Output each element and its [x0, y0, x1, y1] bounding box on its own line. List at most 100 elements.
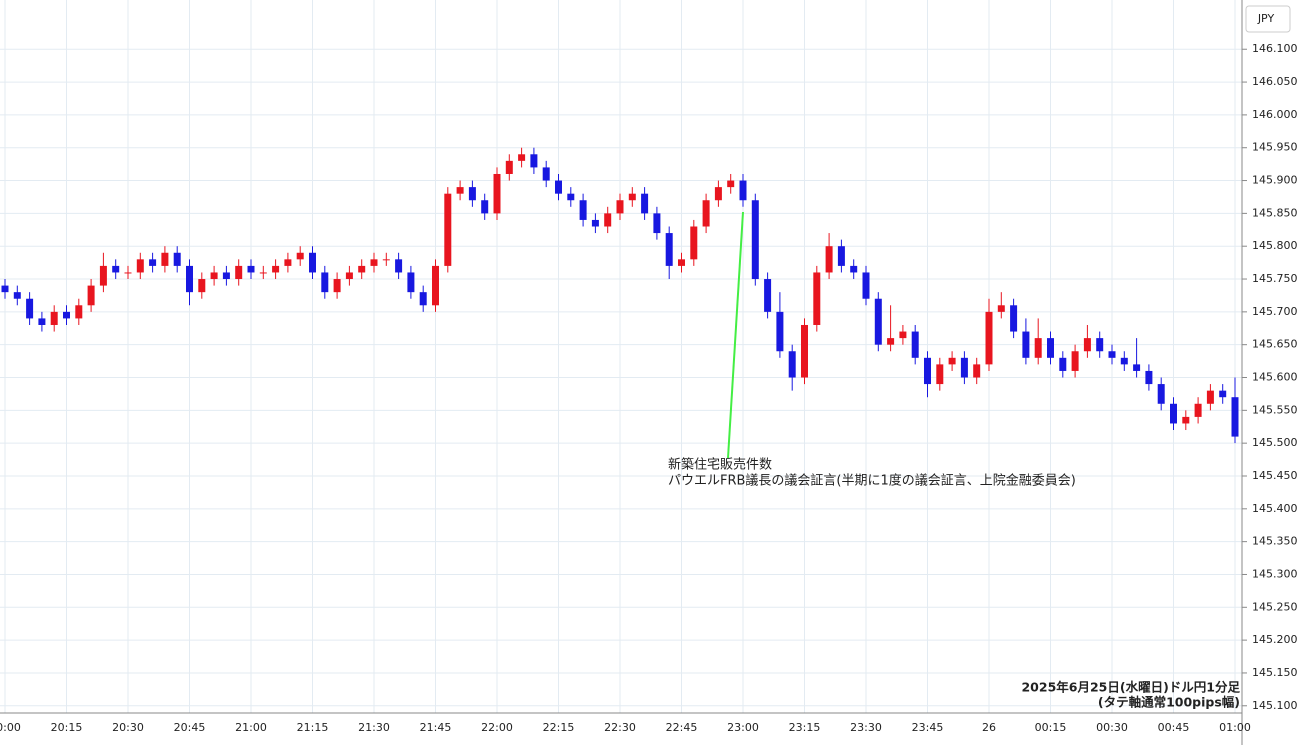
- candle-body: [124, 272, 132, 274]
- y-tick-label: 145.150: [1252, 666, 1298, 679]
- candle-body: [530, 154, 538, 168]
- candle-body: [1182, 416, 1190, 424]
- candle-body: [591, 219, 599, 227]
- x-tick-label: 23:30: [850, 721, 882, 734]
- y-tick-label: 145.250: [1252, 600, 1298, 613]
- annotation-line: [727, 211, 744, 459]
- x-tick-label: 00:15: [1035, 721, 1067, 734]
- y-tick-label: 145.550: [1252, 403, 1298, 416]
- candle-body: [1170, 403, 1177, 424]
- candle-body: [1, 285, 9, 293]
- candle-body: [960, 357, 968, 378]
- candle-body: [862, 272, 870, 299]
- x-tick-label: 20:30: [112, 721, 144, 734]
- x-tick-label: 21:15: [297, 721, 329, 734]
- candle-body: [1120, 357, 1128, 365]
- y-tick-label: 145.350: [1252, 535, 1298, 548]
- candle-body: [628, 193, 636, 201]
- candle-body: [198, 279, 206, 293]
- candle-body: [1133, 364, 1141, 371]
- y-tick-label: 145.700: [1252, 305, 1298, 318]
- candle-body: [1231, 397, 1239, 437]
- candle-body: [247, 265, 255, 273]
- y-tick-label: 145.400: [1252, 502, 1298, 515]
- candle-body: [210, 272, 218, 280]
- x-tick-label: 23:15: [789, 721, 821, 734]
- x-tick-label: 00:30: [1096, 721, 1128, 734]
- candle-body: [456, 187, 464, 194]
- y-tick-label: 145.950: [1252, 141, 1298, 154]
- candle-body: [333, 279, 341, 293]
- x-tick-label: 20:00: [0, 721, 21, 734]
- y-tick-label: 145.850: [1252, 206, 1298, 219]
- y-tick-label: 145.100: [1252, 699, 1298, 712]
- candle-body: [948, 357, 956, 365]
- x-tick-label: 22:15: [543, 721, 575, 734]
- candle-body: [1194, 403, 1202, 417]
- candle-body: [727, 180, 735, 188]
- grid: [0, 0, 1242, 713]
- candle-body: [149, 259, 157, 266]
- y-tick-label: 146.050: [1252, 75, 1298, 88]
- candle-body: [1010, 305, 1018, 332]
- candle-body: [432, 265, 439, 306]
- x-tick-label: 21:30: [358, 721, 390, 734]
- candle-body: [714, 187, 722, 201]
- y-tick-label: 145.450: [1252, 469, 1298, 482]
- candle-body: [899, 331, 907, 339]
- candle-body: [1083, 338, 1091, 352]
- x-tick-label: 22:45: [666, 721, 698, 734]
- y-tick-label: 146.100: [1252, 42, 1298, 55]
- candle-body: [985, 311, 993, 365]
- candle-body: [296, 252, 304, 260]
- candle-body: [26, 298, 34, 319]
- candle-body: [813, 272, 821, 325]
- candle-body: [395, 259, 403, 273]
- candle-body: [616, 200, 624, 214]
- y-tick-label: 145.200: [1252, 633, 1298, 646]
- candle-body: [345, 272, 353, 280]
- candle-body: [739, 180, 747, 201]
- x-tick-label: 22:30: [604, 721, 636, 734]
- candle-body: [997, 305, 1005, 312]
- candle-body: [259, 272, 267, 274]
- candle-body: [63, 311, 70, 319]
- candle-body: [444, 193, 452, 266]
- candle-body: [788, 351, 796, 378]
- candle-body: [481, 200, 489, 214]
- annotation: パウエルFRB議長の議会証言(半期に1度の議会証言、上院金融委員会): [668, 473, 1076, 489]
- candle-body: [321, 272, 329, 293]
- candle-body: [924, 357, 931, 385]
- y-tick-label: 145.900: [1252, 174, 1298, 187]
- candle-body: [161, 252, 169, 266]
- candle-body: [493, 173, 501, 214]
- candle-body: [38, 318, 46, 325]
- candle-body: [837, 246, 845, 266]
- y-tick-label: 145.800: [1252, 239, 1298, 252]
- y-tick-label: 145.650: [1252, 338, 1298, 351]
- candle-body: [801, 324, 808, 378]
- candle-body: [99, 265, 107, 286]
- candle-body: [370, 259, 378, 266]
- y-tick-label: 145.750: [1252, 272, 1298, 285]
- x-tick-label: 23:45: [912, 721, 944, 734]
- candle-body: [518, 154, 526, 161]
- candle-body: [751, 200, 759, 280]
- candle-body: [358, 265, 366, 273]
- candle-body: [136, 259, 144, 273]
- candle-body: [235, 265, 243, 280]
- candle-body: [13, 292, 21, 299]
- x-tick-label: 22:00: [481, 721, 513, 734]
- candle-body: [1034, 338, 1042, 358]
- candle-body: [690, 226, 698, 260]
- candles: [1, 147, 1239, 444]
- candle-body: [1096, 338, 1104, 352]
- x-tick-label: 20:45: [174, 721, 206, 734]
- candle-body: [653, 213, 661, 234]
- candle-body: [764, 279, 772, 312]
- candle-body: [1071, 351, 1079, 371]
- candle-body: [309, 252, 316, 273]
- candle-body: [1157, 384, 1165, 404]
- candle-body: [887, 338, 895, 345]
- candle-body: [973, 364, 981, 378]
